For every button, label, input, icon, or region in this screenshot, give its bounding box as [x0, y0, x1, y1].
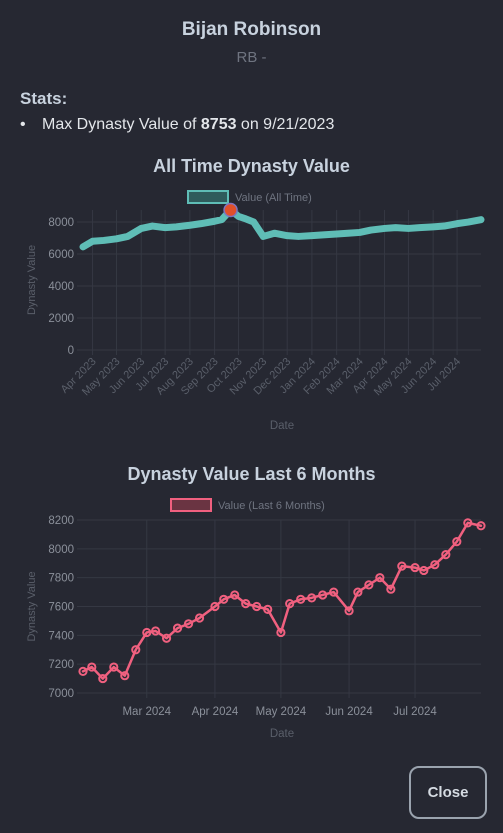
- data-point: [318, 590, 328, 600]
- data-point: [364, 580, 374, 590]
- data-point: [276, 627, 286, 638]
- y-tick-label: 7800: [48, 573, 74, 585]
- close-button[interactable]: Close: [409, 766, 487, 819]
- data-point: [252, 601, 262, 612]
- data-point: [219, 594, 229, 604]
- stats-item: • Max Dynasty Value of 8753 on 9/21/2023: [20, 116, 334, 134]
- stat-suffix: on 9/21/2023: [236, 116, 335, 133]
- x-axis-label: Date: [270, 728, 294, 740]
- x-tick-label: May 2024: [256, 706, 307, 718]
- data-point: [344, 606, 354, 616]
- data-point: [296, 594, 306, 604]
- data-point: [397, 561, 407, 571]
- y-tick-label: 6000: [48, 249, 74, 261]
- stat-prefix: Max Dynasty Value of: [42, 116, 201, 133]
- data-point: [210, 601, 220, 612]
- data-point: [375, 573, 385, 583]
- data-point: [183, 619, 194, 629]
- data-point: [263, 604, 273, 614]
- data-point: [172, 623, 183, 633]
- data-point: [120, 671, 130, 681]
- y-tick-label: 2000: [48, 313, 74, 325]
- x-tick-label: Jul 2024: [393, 706, 437, 718]
- legend-swatch: [170, 498, 212, 512]
- y-tick-label: 8200: [48, 515, 74, 527]
- legend-label: Value (Last 6 Months): [218, 500, 325, 512]
- y-tick-label: 8000: [48, 544, 74, 556]
- y-tick-label: 0: [68, 345, 74, 357]
- data-point: [131, 645, 141, 655]
- series-line: [79, 206, 485, 251]
- y-tick-label: 7600: [48, 602, 74, 614]
- data-point: [142, 627, 152, 638]
- data-point: [230, 590, 240, 600]
- data-point: [452, 537, 462, 547]
- data-point: [476, 521, 486, 531]
- player-name: Bijan Robinson: [181, 19, 322, 40]
- data-point: [109, 662, 119, 672]
- data-point: [329, 587, 339, 597]
- data-point: [430, 560, 440, 570]
- stats-title: Stats:: [20, 89, 68, 108]
- y-axis-label: Dynasty Value: [26, 245, 38, 315]
- max-value-marker: [223, 202, 238, 218]
- x-tick-label: Apr 2024: [192, 706, 239, 718]
- y-tick-label: 4000: [48, 281, 74, 293]
- data-point: [441, 550, 451, 560]
- player-position: RB -: [236, 49, 267, 66]
- x-tick-label: Jun 2024: [325, 706, 373, 718]
- stat-value: 8753: [200, 116, 237, 133]
- data-point: [98, 673, 108, 684]
- y-tick-label: 8000: [48, 217, 74, 229]
- data-point: [307, 593, 317, 603]
- data-point: [463, 518, 473, 528]
- data-point: [87, 662, 97, 672]
- bullet-icon: •: [20, 116, 26, 133]
- series-line: [81, 521, 483, 680]
- data-point: [285, 599, 295, 609]
- legend-swatch: [187, 190, 229, 204]
- y-tick-label: 7200: [48, 659, 74, 671]
- y-tick-label: 7400: [48, 630, 74, 642]
- data-point: [241, 599, 251, 609]
- stats-list: • Max Dynasty Value of 8753 on 9/21/2023: [20, 116, 334, 134]
- data-point: [194, 613, 205, 623]
- x-axis-label: Date: [270, 420, 294, 432]
- data-point: [386, 584, 396, 594]
- data-point: [150, 626, 161, 636]
- y-axis-label: Dynasty Value: [26, 571, 38, 641]
- data-point: [78, 666, 88, 676]
- six-month-chart: Value (Last 6 Months) 7000 7200 7400 7600 780…: [26, 498, 486, 740]
- all-time-chart-title: All Time Dynasty Value: [153, 156, 350, 176]
- x-tick-label: Mar 2024: [122, 706, 171, 718]
- six-month-chart-title: Dynasty Value Last 6 Months: [127, 464, 376, 484]
- y-tick-label: 7000: [48, 688, 74, 700]
- data-point: [161, 633, 172, 643]
- data-point: [353, 587, 363, 597]
- legend-label: Value (All Time): [235, 192, 312, 204]
- data-point: [410, 562, 420, 573]
- data-point: [419, 565, 429, 576]
